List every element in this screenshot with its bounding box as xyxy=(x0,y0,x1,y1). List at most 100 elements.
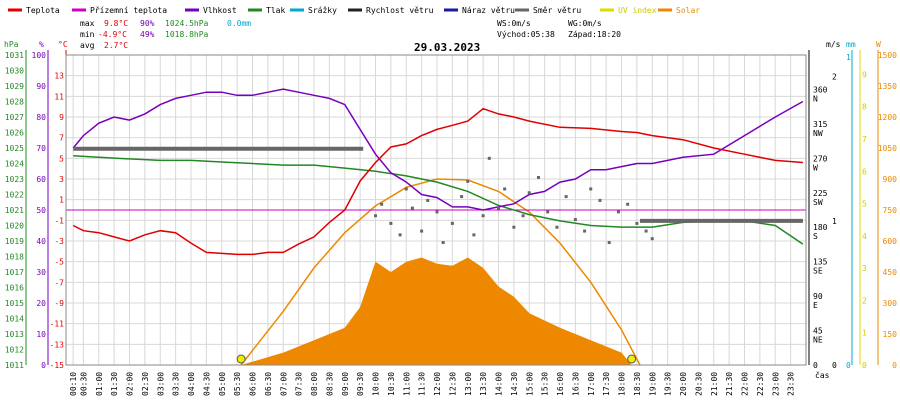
legend-label: Tlak xyxy=(266,6,285,15)
x-tick-label: 13:30 xyxy=(479,372,488,396)
uv-tick-label: 6 xyxy=(862,167,867,176)
pressure-tick-label: 1015 xyxy=(5,299,24,308)
x-tick-label: 03:30 xyxy=(172,372,181,396)
stat-max-hum: 90% xyxy=(140,19,155,28)
solar-area xyxy=(241,257,632,365)
humidity-tick-label: 60 xyxy=(36,175,46,184)
pressure-tick-label: 1028 xyxy=(5,98,24,107)
stat-max-temp: 9.8°C xyxy=(104,19,128,28)
axes: 1031103010291028102710261025102410231022… xyxy=(5,50,897,396)
x-tick-label: 22:30 xyxy=(756,372,765,396)
legend-label: Přízemní teplota xyxy=(90,6,167,15)
wind-direction-point xyxy=(472,233,476,237)
x-tick-label: 04:30 xyxy=(202,372,211,396)
wind-direction-compass-label: N xyxy=(813,94,818,103)
temperature-tick-label: 11 xyxy=(54,92,64,101)
x-tick-label: 08:30 xyxy=(325,372,334,396)
x-tick-label: 09:30 xyxy=(356,372,365,396)
pressure-tick-label: 1031 xyxy=(5,51,24,60)
x-tick-label: 20:30 xyxy=(694,372,703,396)
wind-direction-tick-label: 270 xyxy=(813,154,828,163)
stat-max-rain: 0.0mm xyxy=(227,19,251,28)
wind-direction-point xyxy=(460,195,464,199)
pressure-tick-label: 1019 xyxy=(5,237,24,246)
wind-direction-point xyxy=(398,233,402,237)
temperature-tick-label: 13 xyxy=(54,72,64,81)
wind-direction-point xyxy=(616,210,620,214)
wind-direction-point xyxy=(573,218,577,222)
x-tick-label: 23:00 xyxy=(771,372,780,396)
x-tick-label: 11:00 xyxy=(402,372,411,396)
x-tick-label: 13:00 xyxy=(464,372,473,396)
pressure-tick-label: 1018 xyxy=(5,253,24,262)
pressure-tick-label: 1011 xyxy=(5,361,24,370)
wind-direction-point xyxy=(441,241,445,245)
stat-avg-temp: 2.7°C xyxy=(104,41,128,50)
wind-direction-point xyxy=(466,179,470,183)
solar-tick-label: 300 xyxy=(883,299,898,308)
uv-tick-label: 1 xyxy=(862,329,867,338)
temperature-tick-label: -11 xyxy=(50,320,65,329)
x-tick-label: 15:30 xyxy=(541,372,550,396)
pressure-tick-label: 1017 xyxy=(5,268,24,277)
wind-direction-point xyxy=(644,229,648,233)
wind-direction-point xyxy=(635,221,639,225)
x-tick-label: 06:30 xyxy=(264,372,273,396)
wind-direction-compass-label: NE xyxy=(813,336,823,345)
wind-direction-point xyxy=(410,206,414,210)
solar-tick-label: 1350 xyxy=(878,82,897,91)
uv-tick-label: 3 xyxy=(862,264,867,273)
unit-time: čas xyxy=(815,370,830,380)
humidity-tick-label: 50 xyxy=(36,206,46,215)
pressure-tick-label: 1023 xyxy=(5,175,24,184)
stat-max-label: max xyxy=(80,19,95,28)
pressure-tick-label: 1022 xyxy=(5,191,24,200)
sun-marker xyxy=(236,354,246,364)
x-tick-label: 18:30 xyxy=(633,372,642,396)
pressure-tick-label: 1013 xyxy=(5,330,24,339)
humidity-tick-label: 20 xyxy=(36,299,46,308)
wind-direction-point xyxy=(521,214,525,218)
wind-direction-tick-label: 135 xyxy=(813,258,828,267)
wind-direction-point xyxy=(435,210,439,214)
solar-tick-label: 0 xyxy=(892,361,897,370)
x-tick-label: 18:00 xyxy=(618,372,627,396)
x-tick-label: 03:00 xyxy=(156,372,165,396)
wind-direction-point xyxy=(450,221,454,225)
pressure-tick-label: 1030 xyxy=(5,67,24,76)
wind-direction-point xyxy=(426,198,430,202)
x-tick-label: 07:00 xyxy=(279,372,288,396)
wind-speed-tick-label: 2 xyxy=(832,73,837,82)
x-tick-label: 08:00 xyxy=(310,372,319,396)
temperature-tick-label: 5 xyxy=(59,154,64,163)
x-tick-label: 12:30 xyxy=(448,372,457,396)
wind-direction-point xyxy=(555,225,559,229)
solar-tick-label: 1500 xyxy=(878,51,897,60)
legend-label: Vlhkost xyxy=(203,6,237,15)
x-tick-label: 10:00 xyxy=(372,372,381,396)
x-tick-label: 17:00 xyxy=(587,372,596,396)
x-tick-label: 09:00 xyxy=(341,372,350,396)
wind-direction-point xyxy=(380,202,384,206)
chart-date: 29.03.2023 xyxy=(414,41,480,54)
uv-tick-label: 7 xyxy=(862,135,867,144)
pressure-tick-label: 1025 xyxy=(5,144,24,153)
unit-degc: °C xyxy=(58,40,68,49)
temperature-tick-label: -3 xyxy=(54,237,64,246)
x-tick-label: 05:30 xyxy=(233,372,242,396)
sunrise-info: Východ:05:38 xyxy=(497,30,555,39)
wind-direction-compass-label: NW xyxy=(813,129,823,138)
x-tick-label: 04:00 xyxy=(187,372,196,396)
sunset-info: Západ:18:20 xyxy=(568,30,621,39)
x-tick-label: 12:00 xyxy=(433,372,442,396)
wind-speed-tick-label: 0 xyxy=(832,361,837,370)
wind-direction-point xyxy=(564,195,568,199)
x-tick-label: 20:00 xyxy=(679,372,688,396)
plot-frame xyxy=(65,54,807,366)
humidity-tick-label: 100 xyxy=(32,51,47,60)
temperature-tick-label: 7 xyxy=(59,134,64,143)
pressure-tick-label: 1014 xyxy=(5,315,24,324)
x-tick-label: 02:30 xyxy=(141,372,150,396)
